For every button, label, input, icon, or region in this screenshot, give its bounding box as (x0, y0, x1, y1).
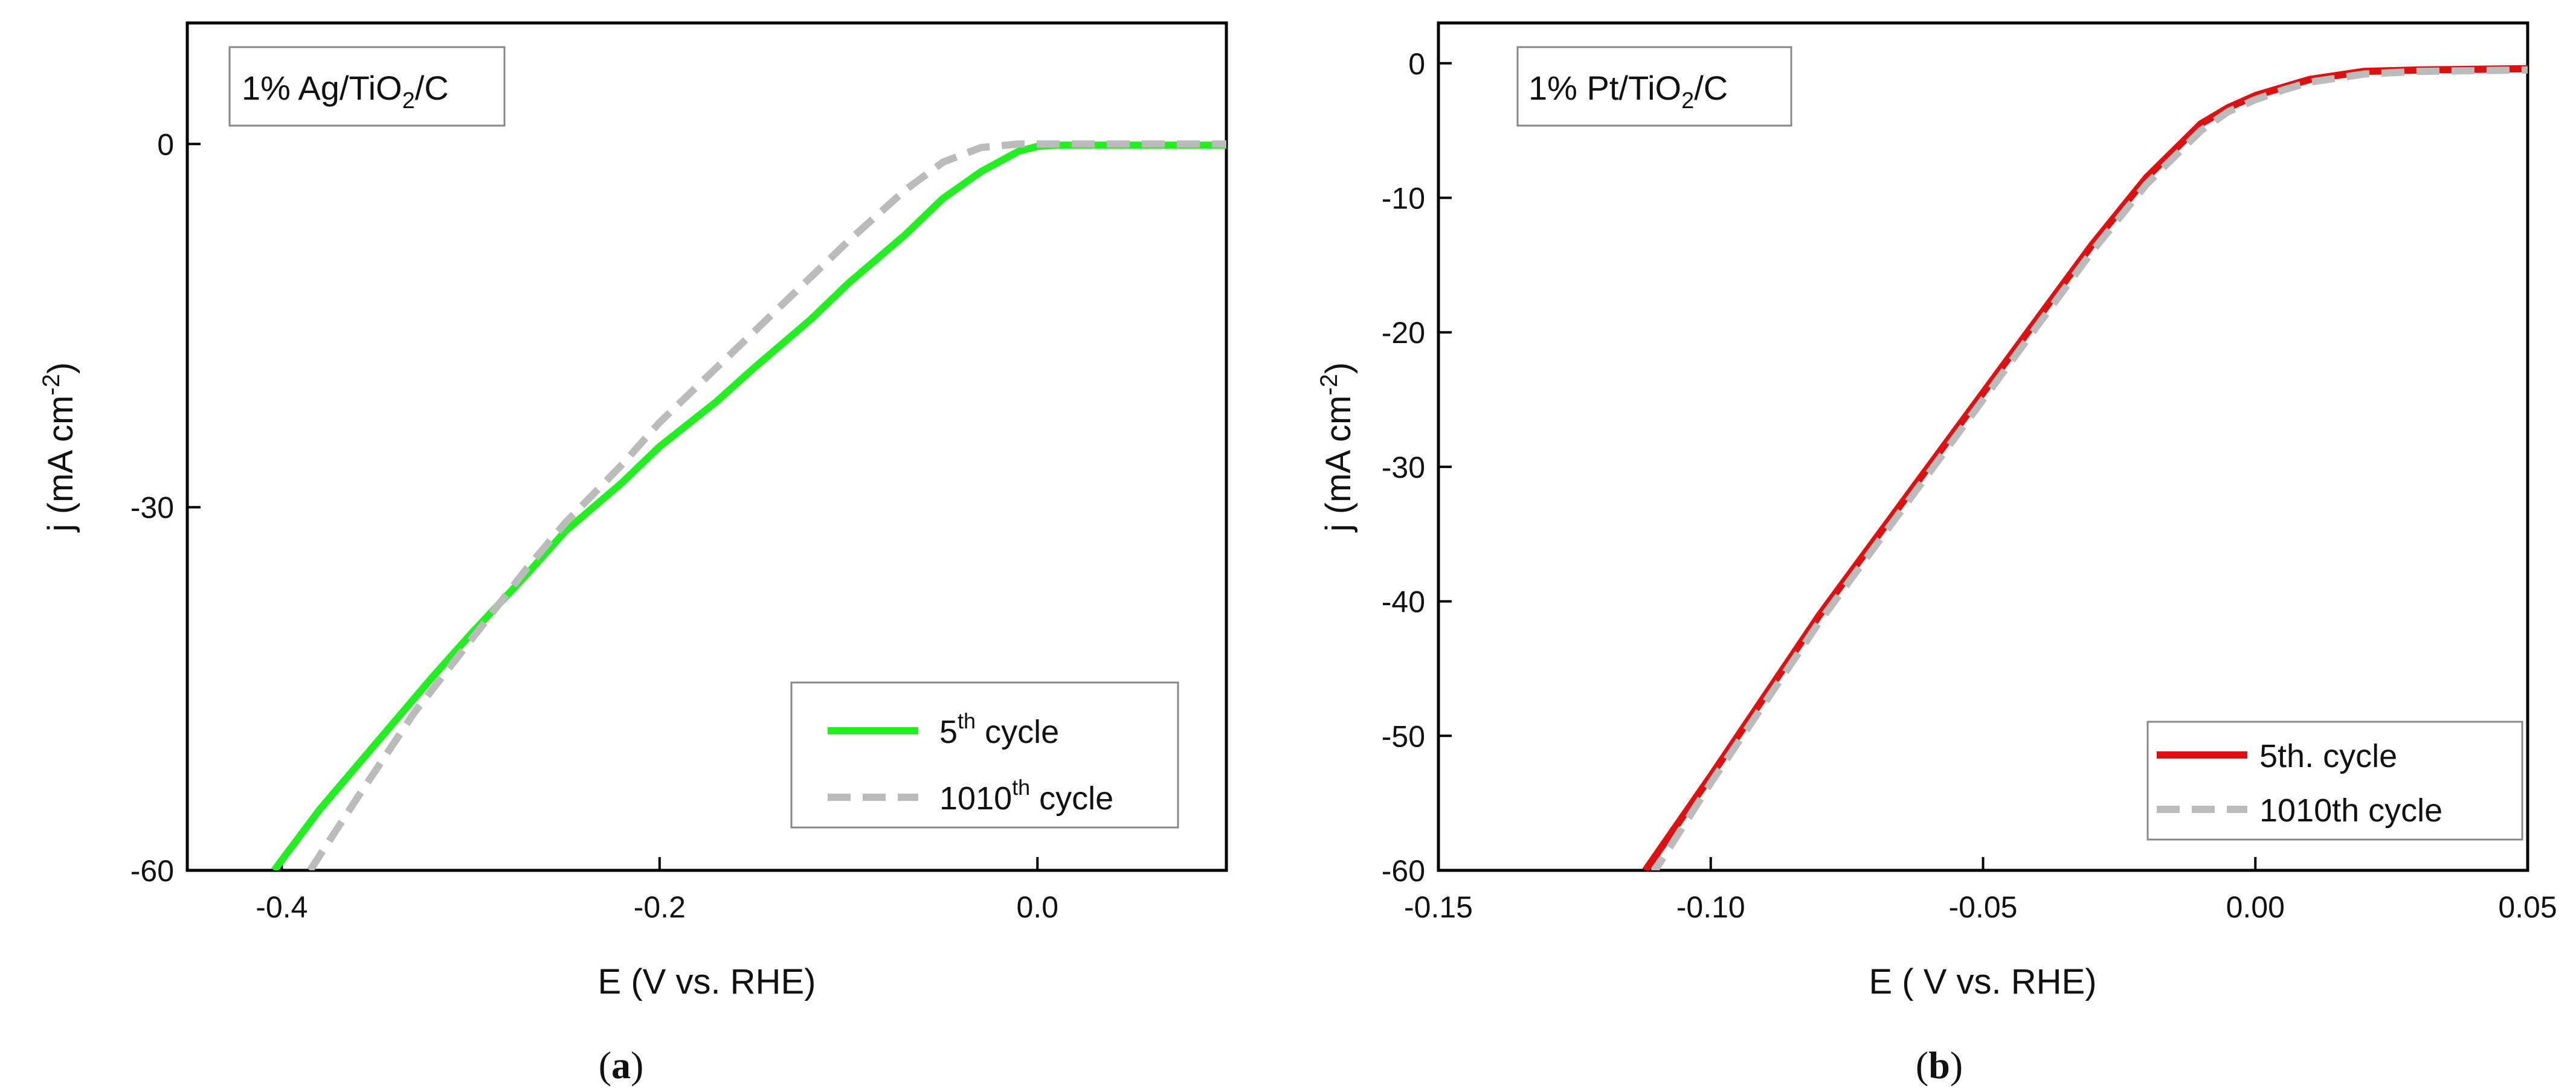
y-tick-label-b-6: 0 (1408, 47, 1425, 81)
y-axis-title-b-base: j (mA cm (1319, 396, 1358, 533)
legend-label-a-1: 1010th cycle (939, 775, 1113, 817)
y-axis-title-a-sup: -2 (38, 374, 65, 396)
legend-a-1-base: 1010 (939, 780, 1012, 817)
legend-box-b (2146, 721, 2523, 841)
legend-a-0-rest: cycle (976, 714, 1059, 750)
legend-label-b-0: 5th. cycle (2259, 738, 2397, 774)
y-tick-label-a-2: 0 (157, 127, 174, 161)
caption-a-letter: a (611, 1044, 631, 1087)
series-group-b (1642, 65, 2528, 870)
y-axis-title-b-sup: -2 (1316, 374, 1342, 396)
caption-b-close: ) (1950, 1044, 1963, 1087)
y-tick-label-b-2: -40 (1382, 585, 1425, 619)
annotation-b-suffix: /C (1694, 69, 1728, 107)
legend-a-1-rest: cycle (1030, 780, 1113, 817)
annotation-a-sub: 2 (402, 88, 415, 114)
y-axis-title-b: j (mA cm-2) (1316, 362, 1358, 533)
x-axis-title-b: E ( V vs. RHE) (1869, 962, 2096, 1001)
legend-a-0-sup: th (958, 708, 976, 733)
series-line-b-1 (1650, 66, 2528, 870)
legend-label-b-1: 1010th cycle (2259, 792, 2442, 829)
series-group-a (271, 140, 1226, 870)
y-tick-label-b-3: -30 (1382, 451, 1425, 484)
panel-a: -0.4 -0.2 0.0 -60-300 1% Ag/TiO2/C 5th cyc… (38, 21, 1228, 1087)
y-axis-title-a-close: ) (41, 362, 80, 374)
caption-b-open: ( (1916, 1044, 1928, 1087)
x-tick-label-b-1: -0.10 (1676, 890, 1745, 924)
y-tick-label-b-0: -60 (1382, 854, 1425, 888)
y-ticks-a: -60 -30 0 (130, 127, 201, 888)
x-tick-label-b-0: -0.15 (1404, 890, 1473, 924)
legend-a-0-base: 5 (939, 714, 958, 750)
y-tick-label-b-1: -50 (1382, 719, 1425, 753)
annotation-box-a (228, 46, 506, 127)
caption-a: (a) (599, 1044, 644, 1087)
x-ticks-b: -0.15 -0.10 -0.05 0.00 0.05 (1404, 857, 2557, 924)
annotation-box-b (1516, 46, 1792, 127)
caption-a-open: ( (599, 1044, 611, 1087)
y-axis-title-a: j (mA cm-2) (38, 362, 80, 533)
plot-frame-a (185, 21, 1228, 872)
annotation-b-prefix: 1% Pt/TiO (1528, 69, 1681, 107)
caption-b: (b) (1916, 1044, 1963, 1087)
legend-box-a (790, 681, 1179, 829)
annotation-b-sub: 2 (1681, 88, 1694, 114)
annotation-a: 1% Ag/TiO2/C (242, 69, 449, 114)
x-tick-label-a-2: 0.0 (1017, 890, 1059, 924)
x-tick-label-b-2: -0.05 (1949, 890, 2018, 924)
series-line-a-0 (271, 141, 1226, 870)
legend-a-1-sup: th (1012, 775, 1030, 800)
y-axis-title-a-base: j (mA cm (41, 396, 80, 533)
x-tick-label-a-0: -0.4 (256, 890, 308, 924)
y-ticks-b: -60 -50 -40 -30 -20 -10 0 (1382, 47, 1452, 888)
annotation-a-suffix: /C (415, 69, 449, 107)
annotation-a-prefix: 1% Ag/TiO (242, 69, 402, 107)
x-ticks-a: -0.4 -0.2 0.0 (256, 857, 1058, 924)
y-tick-label-b-4: -20 (1382, 316, 1425, 350)
caption-b-letter: b (1928, 1044, 1950, 1087)
y-axis-title-b-close: ) (1319, 362, 1358, 374)
y-tick-label-a-1: -30 (130, 491, 174, 525)
series-line-a-1 (307, 140, 1226, 870)
x-tick-label-a-1: -0.2 (634, 890, 686, 924)
x-tick-label-b-3: 0.00 (2226, 890, 2285, 924)
x-tick-label-b-4: 0.05 (2498, 890, 2557, 924)
x-axis-title-a: E (V vs. RHE) (598, 962, 816, 1001)
y-tick-label-b-5: -10 (1382, 182, 1425, 216)
caption-a-close: ) (631, 1044, 643, 1087)
y-tick-label-a-0: -60 (130, 854, 174, 888)
panel-b: -0.15 -0.10 -0.05 0.00 0.05 -60-50-40-30-20-… (1316, 21, 2557, 1087)
legend-label-a-0: 5th cycle (939, 708, 1059, 750)
annotation-b: 1% Pt/TiO2/C (1528, 69, 1728, 114)
